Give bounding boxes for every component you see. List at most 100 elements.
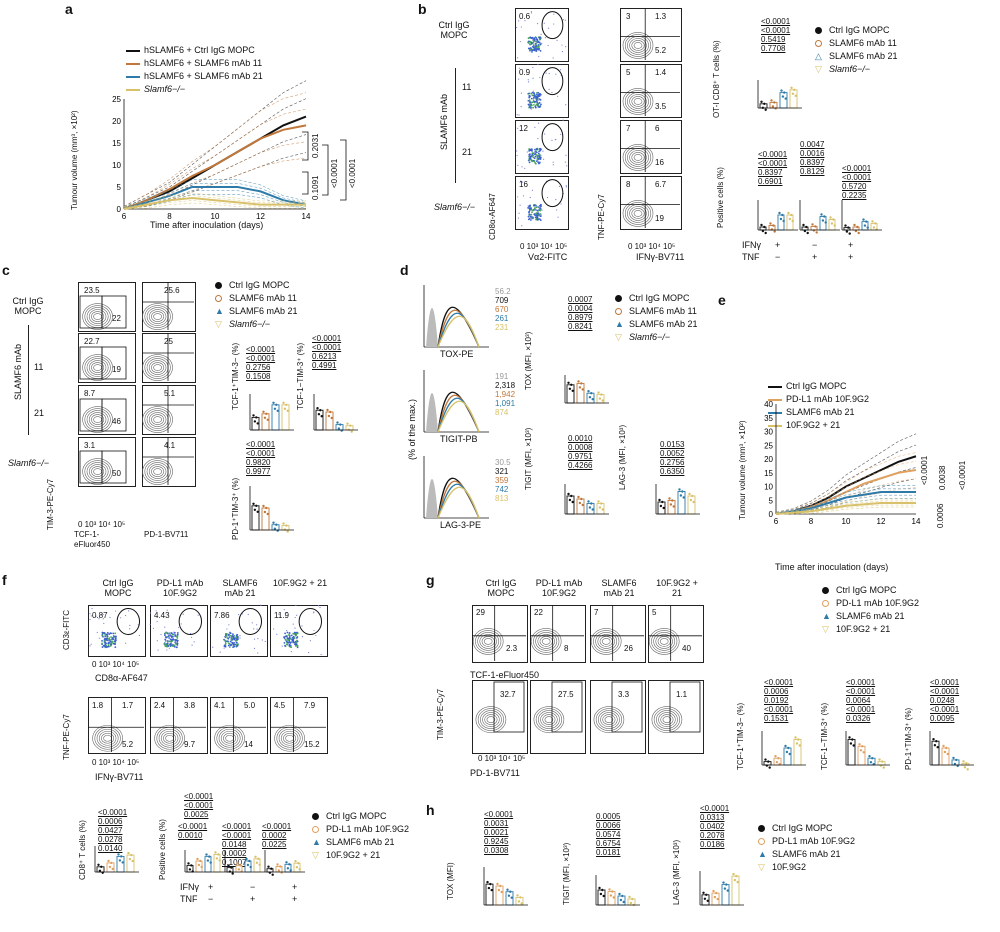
column-label: 10F.9G2 + 21: [656, 578, 698, 598]
contour-line: [214, 724, 245, 752]
y-tick-label: 25: [764, 441, 773, 450]
event-dot: [566, 165, 568, 167]
marker: [815, 40, 822, 47]
contour-line: [539, 636, 553, 647]
data-point: [208, 855, 211, 858]
data-point: [735, 874, 738, 878]
data-point: [790, 86, 793, 89]
data-point: [580, 497, 583, 501]
p-value: <0.0001: [700, 804, 730, 813]
data-point: [270, 867, 273, 870]
event-dot: [535, 104, 537, 107]
event-dot: [530, 37, 533, 39]
legend-line: [126, 89, 140, 91]
event-dot: [232, 646, 235, 649]
quadrant-value: 5: [652, 608, 657, 617]
data-point: [965, 762, 968, 765]
legend-item: Ctrl IgG MOPC: [758, 822, 855, 835]
event-dot: [96, 631, 98, 634]
quadrant-value: 2.4: [154, 701, 166, 710]
data-point: [805, 225, 808, 229]
legend-line: [768, 412, 782, 414]
event-dot: [564, 161, 567, 163]
data-point: [297, 862, 300, 865]
event-dot: [110, 636, 112, 638]
event-dot: [256, 624, 258, 626]
legend-item: Ctrl IgG MOPC: [822, 584, 919, 597]
mfi-value: 359: [495, 476, 509, 485]
h-tox-bar: [483, 867, 528, 906]
panel-d-label: d: [400, 262, 409, 278]
contour-line: [595, 632, 618, 651]
data-point: [866, 226, 869, 229]
event-dot: [103, 622, 105, 624]
event-dot: [516, 154, 518, 157]
event-dot: [533, 47, 536, 50]
event-dot: [247, 613, 249, 616]
contour-line: [533, 630, 560, 653]
p-value: 0.9977: [246, 467, 271, 476]
gate: [101, 346, 127, 380]
contour-line: [216, 726, 243, 750]
panel-e-legend: Ctrl IgG MOPC PD-L1 mAb 10F.9G2 SLAMF6 m…: [768, 380, 869, 432]
b-contour-contours: [620, 176, 680, 228]
contour-line: [544, 716, 554, 723]
event-dot: [91, 608, 93, 610]
data-point: [689, 498, 693, 502]
p-value: 0.6901: [758, 177, 783, 186]
event-dot: [537, 122, 540, 124]
marker: [758, 825, 765, 832]
data-point: [771, 105, 775, 108]
contour-line: [156, 726, 183, 750]
event-dot: [276, 633, 278, 635]
event-dot: [103, 638, 106, 641]
bar: [566, 384, 575, 404]
group-label: SLAMF6 mAb: [439, 93, 449, 150]
contour-line: [535, 708, 562, 731]
f-dotplot-dots: [212, 604, 266, 654]
p-value: <0.0001: [761, 17, 791, 26]
x-tick-label: 14: [302, 212, 311, 221]
event-dot: [125, 642, 127, 644]
event-dot: [519, 129, 522, 132]
event-dot: [544, 37, 547, 39]
individual-trace: [775, 500, 916, 514]
p-value: <0.0001: [846, 687, 876, 696]
c-contour-tim3-contours: [82, 406, 113, 433]
event-dot: [538, 150, 540, 153]
event-dot: [278, 613, 280, 616]
data-point: [587, 390, 590, 393]
mfi-value: 709: [495, 296, 509, 305]
contour-line: [142, 354, 173, 381]
data-point: [952, 756, 955, 760]
contour-line: [280, 730, 299, 746]
p-value: 0.6754: [596, 839, 621, 848]
marker: ▽: [822, 624, 829, 634]
event-dot: [528, 92, 531, 95]
data-point: [763, 225, 766, 229]
row-label: Slamf6−/−: [8, 458, 50, 468]
data-point: [733, 878, 737, 882]
event-dot: [543, 22, 545, 24]
ifn-label: IFNγ: [742, 240, 761, 250]
quadrant-value: 1.8: [92, 701, 104, 710]
event-dot: [176, 632, 179, 634]
row-label: Ctrl IgG MOPC: [12, 296, 44, 316]
event-dot: [537, 154, 539, 157]
event-dot: [294, 640, 297, 643]
event-dot: [535, 218, 537, 221]
event-dot: [110, 643, 113, 646]
event-dot: [109, 616, 111, 619]
event-dot: [219, 651, 221, 653]
axis-label: CD8α-AF647: [95, 673, 148, 683]
contour-line: [599, 636, 613, 647]
g-contour-pd1: [590, 680, 646, 754]
marker: [615, 295, 622, 302]
event-dot: [520, 92, 523, 94]
event-dot: [532, 90, 534, 92]
data-point: [248, 859, 251, 863]
individual-trace: [123, 195, 306, 208]
event-dot: [176, 639, 179, 642]
event-dot: [545, 72, 547, 74]
event-dot: [562, 19, 565, 21]
